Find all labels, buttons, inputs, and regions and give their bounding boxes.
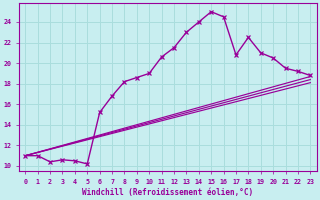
X-axis label: Windchill (Refroidissement éolien,°C): Windchill (Refroidissement éolien,°C)	[82, 188, 253, 197]
